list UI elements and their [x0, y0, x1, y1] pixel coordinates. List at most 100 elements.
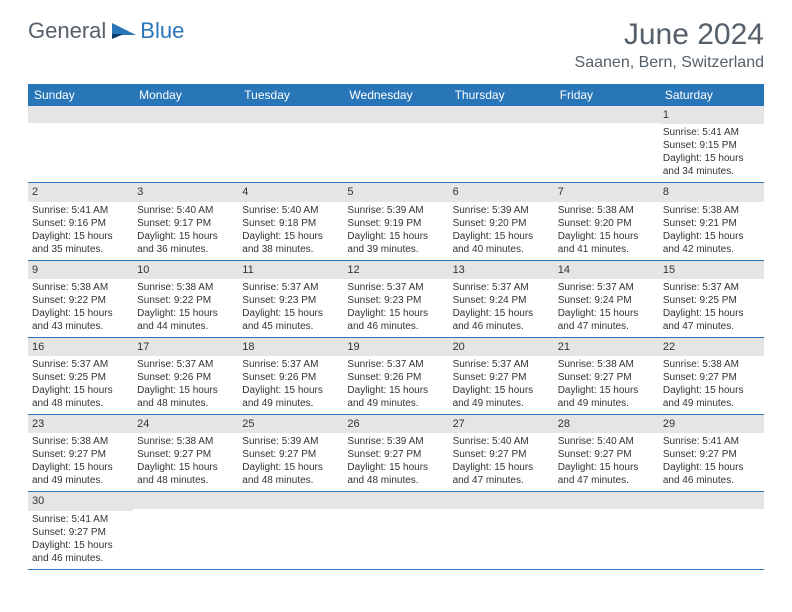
sunset-text: Sunset: 9:25 PM [32, 371, 129, 384]
day-number: 16 [28, 338, 133, 356]
day-number: 20 [449, 338, 554, 356]
weekday-header: Friday [554, 84, 659, 106]
sunset-text: Sunset: 9:22 PM [32, 294, 129, 307]
day-cell: 10Sunrise: 5:38 AMSunset: 9:22 PMDayligh… [133, 261, 238, 337]
logo-flag-icon [110, 21, 138, 41]
weeks-container: 1Sunrise: 5:41 AMSunset: 9:15 PMDaylight… [28, 106, 764, 570]
day-content: Sunrise: 5:38 AMSunset: 9:27 PMDaylight:… [659, 356, 764, 414]
empty-day-number [659, 492, 764, 509]
day-number: 7 [554, 183, 659, 201]
day-content: Sunrise: 5:37 AMSunset: 9:24 PMDaylight:… [554, 279, 659, 337]
sunrise-text: Sunrise: 5:39 AM [242, 435, 339, 448]
day-cell: 23Sunrise: 5:38 AMSunset: 9:27 PMDayligh… [28, 415, 133, 491]
weekday-header-row: SundayMondayTuesdayWednesdayThursdayFrid… [28, 84, 764, 106]
daylight-text: Daylight: 15 hours and 49 minutes. [242, 384, 339, 410]
sunset-text: Sunset: 9:26 PM [242, 371, 339, 384]
day-content: Sunrise: 5:38 AMSunset: 9:21 PMDaylight:… [659, 202, 764, 260]
sunset-text: Sunset: 9:27 PM [32, 526, 129, 539]
day-cell [554, 492, 659, 568]
sunset-text: Sunset: 9:16 PM [32, 217, 129, 230]
day-cell: 21Sunrise: 5:38 AMSunset: 9:27 PMDayligh… [554, 338, 659, 414]
day-number: 4 [238, 183, 343, 201]
day-content: Sunrise: 5:37 AMSunset: 9:26 PMDaylight:… [133, 356, 238, 414]
day-number: 15 [659, 261, 764, 279]
day-number: 14 [554, 261, 659, 279]
sunrise-text: Sunrise: 5:37 AM [347, 358, 444, 371]
daylight-text: Daylight: 15 hours and 34 minutes. [663, 152, 760, 178]
day-content: Sunrise: 5:38 AMSunset: 9:22 PMDaylight:… [133, 279, 238, 337]
day-cell: 3Sunrise: 5:40 AMSunset: 9:17 PMDaylight… [133, 183, 238, 259]
day-number: 22 [659, 338, 764, 356]
sunset-text: Sunset: 9:20 PM [558, 217, 655, 230]
day-content: Sunrise: 5:40 AMSunset: 9:18 PMDaylight:… [238, 202, 343, 260]
daylight-text: Daylight: 15 hours and 46 minutes. [453, 307, 550, 333]
day-number: 3 [133, 183, 238, 201]
weekday-header: Monday [133, 84, 238, 106]
daylight-text: Daylight: 15 hours and 42 minutes. [663, 230, 760, 256]
day-number: 2 [28, 183, 133, 201]
day-cell: 29Sunrise: 5:41 AMSunset: 9:27 PMDayligh… [659, 415, 764, 491]
daylight-text: Daylight: 15 hours and 35 minutes. [32, 230, 129, 256]
daylight-text: Daylight: 15 hours and 49 minutes. [558, 384, 655, 410]
sunrise-text: Sunrise: 5:38 AM [32, 281, 129, 294]
daylight-text: Daylight: 15 hours and 47 minutes. [558, 307, 655, 333]
day-content: Sunrise: 5:37 AMSunset: 9:25 PMDaylight:… [659, 279, 764, 337]
day-cell: 9Sunrise: 5:38 AMSunset: 9:22 PMDaylight… [28, 261, 133, 337]
day-cell: 12Sunrise: 5:37 AMSunset: 9:23 PMDayligh… [343, 261, 448, 337]
day-cell [28, 106, 133, 182]
sunrise-text: Sunrise: 5:41 AM [663, 126, 760, 139]
sunset-text: Sunset: 9:24 PM [453, 294, 550, 307]
week-row: 30Sunrise: 5:41 AMSunset: 9:27 PMDayligh… [28, 492, 764, 569]
day-cell: 22Sunrise: 5:38 AMSunset: 9:27 PMDayligh… [659, 338, 764, 414]
sunrise-text: Sunrise: 5:41 AM [663, 435, 760, 448]
day-number: 25 [238, 415, 343, 433]
daylight-text: Daylight: 15 hours and 48 minutes. [137, 384, 234, 410]
day-cell: 17Sunrise: 5:37 AMSunset: 9:26 PMDayligh… [133, 338, 238, 414]
day-number: 23 [28, 415, 133, 433]
daylight-text: Daylight: 15 hours and 46 minutes. [32, 539, 129, 565]
day-number: 27 [449, 415, 554, 433]
sunrise-text: Sunrise: 5:40 AM [137, 204, 234, 217]
day-cell: 25Sunrise: 5:39 AMSunset: 9:27 PMDayligh… [238, 415, 343, 491]
day-number: 12 [343, 261, 448, 279]
sunrise-text: Sunrise: 5:41 AM [32, 204, 129, 217]
sunrise-text: Sunrise: 5:37 AM [137, 358, 234, 371]
sunset-text: Sunset: 9:27 PM [453, 371, 550, 384]
empty-day-number [238, 492, 343, 509]
day-number: 26 [343, 415, 448, 433]
sunrise-text: Sunrise: 5:38 AM [663, 204, 760, 217]
day-number: 19 [343, 338, 448, 356]
day-content: Sunrise: 5:38 AMSunset: 9:27 PMDaylight:… [554, 356, 659, 414]
day-number: 24 [133, 415, 238, 433]
day-cell: 1Sunrise: 5:41 AMSunset: 9:15 PMDaylight… [659, 106, 764, 182]
empty-day-number [343, 106, 448, 123]
sunset-text: Sunset: 9:27 PM [137, 448, 234, 461]
daylight-text: Daylight: 15 hours and 48 minutes. [347, 461, 444, 487]
sunrise-text: Sunrise: 5:37 AM [558, 281, 655, 294]
sunset-text: Sunset: 9:19 PM [347, 217, 444, 230]
day-content: Sunrise: 5:39 AMSunset: 9:27 PMDaylight:… [238, 433, 343, 491]
week-row: 23Sunrise: 5:38 AMSunset: 9:27 PMDayligh… [28, 415, 764, 492]
empty-day-number [554, 492, 659, 509]
day-cell: 15Sunrise: 5:37 AMSunset: 9:25 PMDayligh… [659, 261, 764, 337]
empty-day-number [238, 106, 343, 123]
sunrise-text: Sunrise: 5:38 AM [663, 358, 760, 371]
daylight-text: Daylight: 15 hours and 49 minutes. [32, 461, 129, 487]
sunset-text: Sunset: 9:26 PM [347, 371, 444, 384]
day-cell [554, 106, 659, 182]
day-content: Sunrise: 5:40 AMSunset: 9:17 PMDaylight:… [133, 202, 238, 260]
weekday-header: Saturday [659, 84, 764, 106]
day-number: 1 [659, 106, 764, 124]
sunrise-text: Sunrise: 5:37 AM [242, 281, 339, 294]
sunrise-text: Sunrise: 5:38 AM [137, 435, 234, 448]
sunrise-text: Sunrise: 5:37 AM [32, 358, 129, 371]
sunset-text: Sunset: 9:27 PM [558, 371, 655, 384]
location-subtitle: Saanen, Bern, Switzerland [575, 54, 764, 72]
daylight-text: Daylight: 15 hours and 46 minutes. [347, 307, 444, 333]
day-cell [238, 106, 343, 182]
sunrise-text: Sunrise: 5:39 AM [347, 435, 444, 448]
sunrise-text: Sunrise: 5:37 AM [453, 358, 550, 371]
day-content: Sunrise: 5:38 AMSunset: 9:27 PMDaylight:… [28, 433, 133, 491]
sunrise-text: Sunrise: 5:37 AM [453, 281, 550, 294]
empty-day-number [449, 106, 554, 123]
